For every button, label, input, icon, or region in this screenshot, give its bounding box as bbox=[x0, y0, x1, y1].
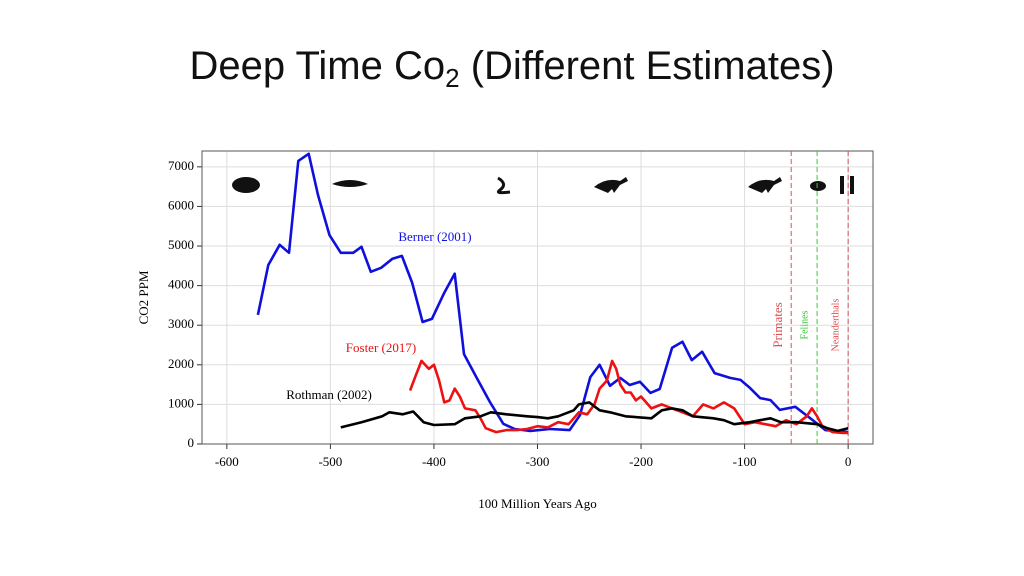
y-tick-label: 7000 bbox=[168, 158, 194, 173]
event-label: Neanderthals bbox=[830, 299, 841, 352]
icon bbox=[748, 177, 782, 193]
y-tick-label: 2000 bbox=[168, 356, 194, 371]
y-tick-label: 4000 bbox=[168, 277, 194, 292]
x-tick-label: -100 bbox=[733, 454, 757, 469]
series-line bbox=[340, 401, 849, 433]
series-line bbox=[408, 359, 849, 435]
x-tick-label: -300 bbox=[526, 454, 550, 469]
title-suffix: (Different Estimates) bbox=[470, 44, 835, 88]
x-axis-label: 100 Million Years Ago bbox=[478, 496, 596, 511]
icon bbox=[594, 177, 628, 193]
x-tick-label: -600 bbox=[215, 454, 239, 469]
plot-frame bbox=[201, 150, 874, 445]
y-tick-label: 6000 bbox=[168, 197, 194, 212]
icon bbox=[840, 176, 844, 194]
x-tick-label: -500 bbox=[318, 454, 342, 469]
icon bbox=[332, 180, 368, 187]
y-axis-label: CO2 PPM bbox=[136, 270, 151, 324]
y-tick-label: 5000 bbox=[168, 237, 194, 252]
y-tick-label: 3000 bbox=[168, 316, 194, 331]
series-label: Berner (2001) bbox=[398, 229, 471, 244]
x-tick-label: -200 bbox=[629, 454, 653, 469]
title-subscript: 2 bbox=[445, 63, 460, 93]
series-label: Rothman (2002) bbox=[286, 387, 372, 402]
y-tick-label: 1000 bbox=[168, 395, 194, 410]
slide-title: Deep Time Co2 (Different Estimates) bbox=[0, 44, 1024, 94]
x-tick-label: -400 bbox=[422, 454, 446, 469]
event-label: Felines bbox=[799, 310, 810, 339]
icon bbox=[496, 176, 511, 195]
icon bbox=[810, 181, 826, 191]
y-tick-label: 0 bbox=[188, 435, 195, 450]
event-label: Primates bbox=[770, 302, 785, 348]
series-label: Foster (2017) bbox=[346, 340, 416, 355]
title-text: Deep Time Co bbox=[189, 44, 446, 88]
x-tick-label: 0 bbox=[845, 454, 852, 469]
series-line bbox=[256, 152, 849, 434]
icons bbox=[232, 176, 854, 195]
icon bbox=[850, 176, 854, 194]
icon bbox=[232, 177, 260, 193]
